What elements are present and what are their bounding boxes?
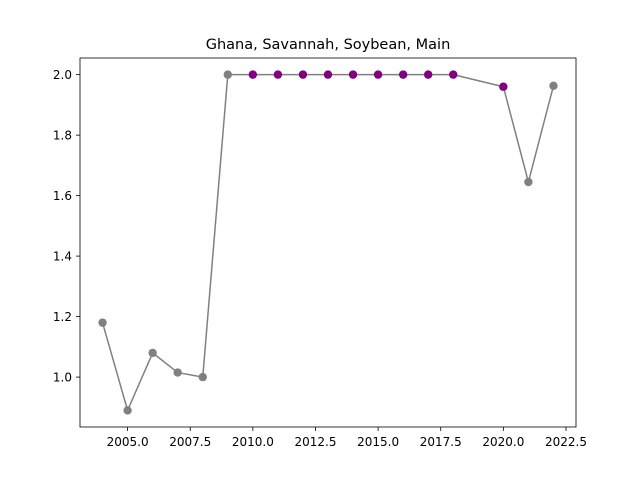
y-tick-label: 2.0 — [53, 68, 72, 82]
x-tick-label: 2005.0 — [107, 435, 149, 449]
highlight-data-point — [323, 70, 333, 79]
y-tick-label: 1.0 — [53, 370, 72, 384]
highlight-data-point — [248, 70, 258, 79]
series-line — [101, 73, 555, 412]
y-tick-label: 1.4 — [53, 249, 72, 263]
plot-area: 2005.0 2007.5 2010.0 2012.5 2015.0 2017.5 2020… — [53, 57, 587, 449]
data-point — [98, 318, 107, 327]
data-point — [123, 406, 132, 415]
data-point — [198, 372, 207, 382]
data-point — [223, 70, 232, 79]
x-tick-label: 2015.0 — [357, 435, 399, 449]
chart-title: Ghana, Savannah, Soybean, Main — [206, 37, 451, 53]
y-tick-label: 1.8 — [53, 128, 72, 142]
x-tick-label: 2020.0 — [482, 435, 524, 449]
axes-frame — [79, 57, 577, 428]
highlight-data-point — [373, 70, 383, 79]
highlight-data-point — [449, 70, 458, 79]
x-tick-label: 2007.5 — [169, 435, 211, 449]
highlight-data-point — [424, 70, 433, 79]
highlight-data-point — [273, 70, 283, 79]
y-tick-label: 1.2 — [53, 310, 72, 324]
data-point — [524, 177, 533, 187]
data-point — [148, 348, 157, 358]
data-point — [549, 81, 558, 91]
highlight-data-point — [499, 82, 508, 91]
data-point — [173, 368, 182, 377]
y-tick-label: 1.6 — [53, 189, 72, 203]
highlight-data-point — [348, 70, 358, 79]
highlight-data-point — [398, 70, 408, 79]
x-tick-label: 2022.5 — [545, 435, 587, 449]
x-tick-label: 2010.0 — [232, 435, 274, 449]
highlight-data-point — [298, 70, 308, 79]
x-tick-label: 2017.5 — [420, 435, 462, 449]
x-tick-label: 2012.5 — [294, 435, 336, 449]
